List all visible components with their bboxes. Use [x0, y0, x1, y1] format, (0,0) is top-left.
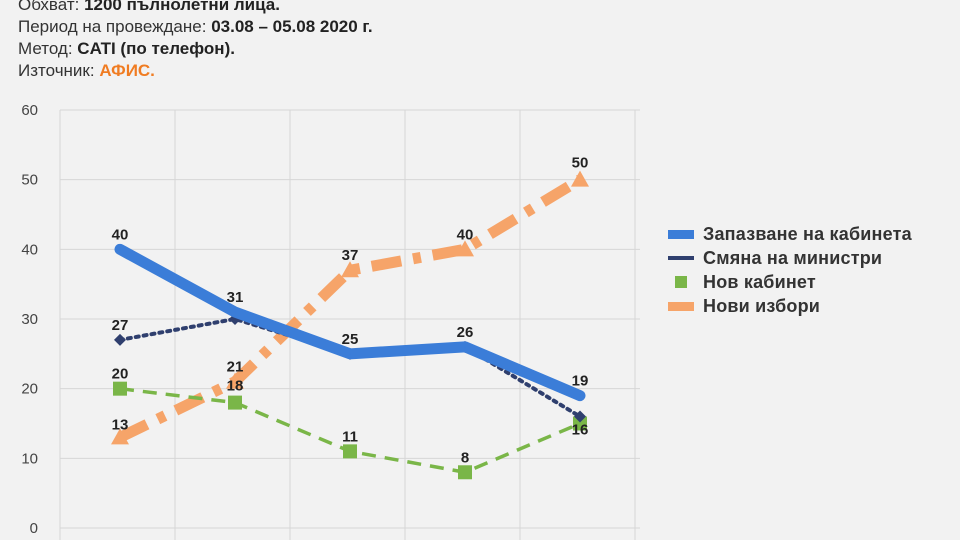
method-line: Метод: CATI (по телефон).	[18, 39, 235, 58]
series-point-2	[573, 416, 587, 431]
data-label: 11	[342, 428, 358, 445]
series-point-0	[464, 345, 466, 348]
legend-swatch	[668, 301, 694, 311]
chart-legend: Запазване на кабинета Смяна на министри Но…	[668, 222, 912, 318]
legend-swatch	[675, 276, 687, 288]
legend-swatch	[668, 256, 694, 260]
y-tick-label: 30	[21, 311, 38, 328]
legend-item: Смяна на министри	[668, 246, 912, 270]
series-point-1	[574, 410, 586, 423]
data-label: 13	[112, 416, 129, 433]
y-tick-label: 20	[21, 381, 38, 398]
coverage-line: Обхват: 1200 пълнолетни лица.	[18, 0, 373, 16]
legend-label: Нов кабинет	[703, 271, 816, 292]
coverage-value: 1200 пълнолетни лица.	[84, 0, 280, 14]
data-label: 8	[461, 449, 469, 466]
data-label: 25	[342, 331, 359, 348]
series-point-3	[571, 170, 589, 187]
data-label: 18	[227, 378, 244, 395]
survey-info: Обхват: 1200 пълнолетни лица. Период на …	[18, 0, 373, 82]
data-label: 40	[112, 226, 129, 243]
series-point-2	[458, 465, 472, 480]
series-point-3	[226, 372, 244, 389]
series-point-0	[119, 248, 121, 251]
legend-item: Запазване на кабинета	[668, 222, 912, 246]
legend-label: Нови избори	[703, 295, 821, 316]
data-label: 40	[457, 226, 474, 243]
data-label: 20	[112, 366, 129, 383]
series-point-0	[349, 352, 351, 355]
source-line: Източник: АФИС.	[18, 61, 155, 80]
legend-label: Смяна на министри	[703, 247, 883, 268]
series-point-3	[341, 261, 359, 278]
y-tick-label: 60	[21, 102, 38, 119]
data-label: 16	[572, 422, 589, 439]
data-label: 26	[457, 324, 474, 341]
data-label: 19	[572, 373, 589, 390]
series-point-0	[234, 311, 236, 314]
series-line-3	[117, 174, 583, 443]
legend-label: Запазване на кабинета	[703, 223, 912, 244]
data-label: 27	[112, 317, 129, 334]
source-value: АФИС.	[99, 61, 155, 80]
legend-item: Нов кабинет	[668, 270, 912, 294]
series-point-1	[114, 333, 126, 346]
data-label: 37	[342, 247, 359, 264]
method-value: CATI (по телефон).	[77, 39, 235, 58]
y-tick-label: 50	[21, 172, 38, 189]
series-point-2	[113, 381, 127, 396]
period-line: Период на провеждане: 03.08 – 05.08 2020…	[18, 17, 373, 36]
series-point-2	[228, 395, 242, 410]
legend-item: Нови избори	[668, 294, 912, 318]
series-point-2	[343, 444, 357, 459]
series-point-3	[111, 428, 129, 445]
data-label: 50	[572, 155, 589, 172]
y-tick-label: 10	[21, 450, 38, 467]
data-label: 21	[227, 359, 244, 376]
y-tick-label: 40	[21, 241, 38, 258]
series-point-0	[579, 394, 581, 397]
period-value: 03.08 – 05.08 2020 г.	[211, 17, 373, 36]
series-point-3	[456, 240, 474, 257]
y-tick-label: 0	[30, 520, 38, 537]
data-label: 31	[227, 289, 244, 306]
legend-swatch	[668, 229, 694, 239]
